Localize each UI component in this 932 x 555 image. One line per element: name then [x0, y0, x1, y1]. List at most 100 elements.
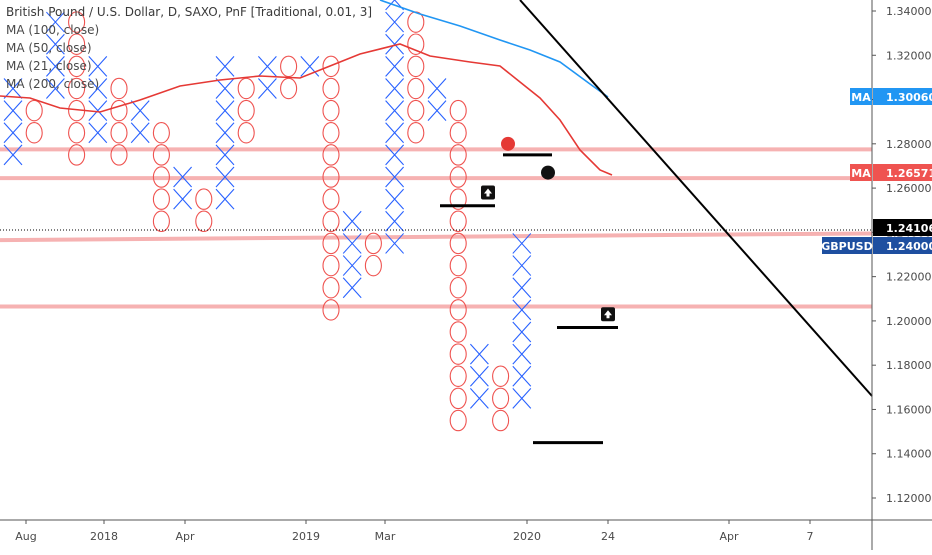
o-box [110, 99, 128, 122]
o-box [237, 122, 255, 144]
chart-legend[interactable]: British Pound / U.S. Dollar, D, SAXO, Pn… [6, 3, 372, 93]
price-label-bg-2 [873, 219, 932, 236]
price-tag-bg-3 [822, 237, 872, 254]
o-box [449, 321, 467, 343]
trendline [519, 0, 873, 397]
x-box [512, 233, 532, 254]
x-box [215, 144, 235, 166]
pnf-column-1 [25, 99, 43, 144]
y-tick-label-10: 1.14000 [886, 448, 932, 461]
legend-ma-50[interactable]: MA (50, close) [6, 41, 92, 55]
legend-title[interactable]: British Pound / U.S. Dollar, D, SAXO, Pn… [6, 5, 373, 19]
o-box [407, 122, 425, 144]
pnf-column-24 [512, 233, 532, 409]
y-tick-label-8: 1.18000 [886, 359, 932, 372]
o-box [237, 99, 255, 122]
pnf-column-13 [280, 55, 298, 100]
o-box [449, 122, 467, 144]
x-box [469, 343, 489, 365]
x-box [469, 365, 489, 387]
price-tag-1: MA [851, 167, 871, 180]
x-box [3, 78, 23, 99]
o-box [110, 77, 128, 100]
x-box [385, 233, 405, 254]
x-box [215, 78, 235, 99]
legend-ma-200[interactable]: MA (200, close) [6, 77, 100, 91]
black-dot-marker [541, 165, 555, 180]
x-box [512, 299, 532, 321]
o-box [322, 122, 340, 144]
pnf-column-4 [88, 55, 108, 144]
x-box [385, 55, 405, 77]
o-box [364, 254, 382, 277]
pnf-column-23 [492, 365, 510, 432]
x-box [88, 100, 108, 121]
o-box [449, 365, 467, 387]
x-tick-label-2: Apr [175, 530, 195, 543]
x-box [342, 210, 362, 232]
price-label-bg-3 [873, 237, 932, 254]
x-box [385, 188, 405, 210]
o-box [449, 99, 467, 122]
y-tick-label-6: 1.22000 [886, 271, 932, 284]
pnf-column-16 [342, 210, 362, 299]
pnf-column-20 [427, 78, 447, 121]
o-box [407, 77, 425, 100]
y-tick-label-7: 1.20000 [886, 315, 932, 328]
o-box [280, 77, 298, 100]
pnf-column-9 [195, 188, 213, 233]
price-tag-3: GBPUSD [821, 240, 872, 253]
x-box [342, 255, 362, 276]
pnf-column-14 [300, 55, 320, 77]
pnf-column-19 [407, 11, 425, 144]
x-box [173, 166, 193, 188]
legend-ma-21[interactable]: MA (21, close) [6, 59, 92, 73]
buy-signal-icon-1 [604, 310, 612, 319]
price-tag-bg-1 [850, 164, 872, 181]
price-label-0: 1.30060 [886, 91, 932, 104]
x-box [427, 78, 447, 99]
o-box [322, 232, 340, 255]
red-dot-marker [501, 136, 515, 151]
o-box [449, 144, 467, 166]
o-box [322, 55, 340, 78]
o-box [152, 210, 170, 233]
price-tag-bg-0 [850, 88, 872, 105]
pnf-column-10 [215, 55, 235, 210]
x-box [512, 255, 532, 276]
pnf-column-18 [385, 0, 405, 254]
x-box [257, 55, 277, 77]
o-box [195, 210, 213, 233]
x-box [215, 55, 235, 77]
x-box [385, 144, 405, 166]
o-box [322, 276, 340, 299]
pnf-column-5 [110, 77, 128, 166]
x-box [215, 188, 235, 210]
o-box [492, 409, 510, 432]
price-tag-0: MA [851, 91, 871, 104]
pnf-column-17 [364, 232, 382, 277]
legend-ma-100[interactable]: MA (100, close) [6, 23, 100, 37]
x-box [512, 277, 532, 299]
x-box [342, 277, 362, 299]
x-box [173, 188, 193, 210]
buy-signal-icon-0 [484, 188, 492, 197]
x-box [512, 343, 532, 365]
x-box [215, 122, 235, 144]
o-box [152, 188, 170, 210]
o-box [68, 33, 86, 55]
o-box [25, 122, 43, 144]
x-tick-label-4: Mar [375, 530, 396, 543]
o-box [110, 122, 128, 144]
x-tick-label-5: 2020 [513, 530, 541, 543]
o-box [110, 144, 128, 166]
x-box [45, 11, 65, 33]
pnf-column-15 [322, 55, 340, 321]
o-box [322, 77, 340, 100]
y-tick-label-1: 1.32000 [886, 49, 932, 62]
x-box [88, 78, 108, 99]
o-box [68, 77, 86, 100]
o-box [322, 299, 340, 321]
